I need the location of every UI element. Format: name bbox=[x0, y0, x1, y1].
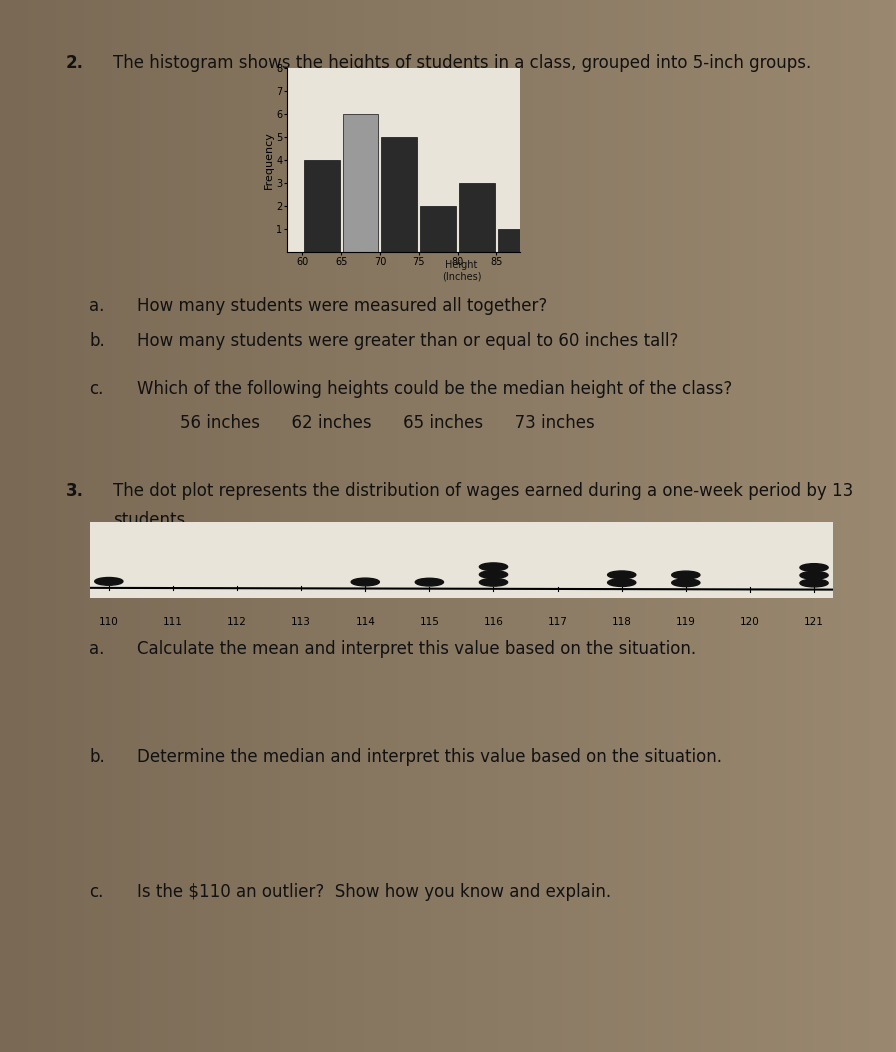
Text: Which of the following heights could be the median height of the class?: Which of the following heights could be … bbox=[136, 380, 732, 399]
Bar bbox=[459, 183, 495, 252]
Text: 56 inches      62 inches      65 inches      73 inches: 56 inches 62 inches 65 inches 73 inches bbox=[180, 413, 595, 432]
Text: Determine the median and interpret this value based on the situation.: Determine the median and interpret this … bbox=[136, 748, 721, 766]
Text: 2.: 2. bbox=[65, 54, 83, 72]
Circle shape bbox=[415, 579, 444, 586]
Text: 3.: 3. bbox=[65, 482, 83, 501]
Text: b.: b. bbox=[90, 748, 105, 766]
Circle shape bbox=[672, 571, 700, 579]
Circle shape bbox=[800, 571, 828, 580]
Circle shape bbox=[800, 564, 828, 571]
Text: a.: a. bbox=[90, 297, 105, 315]
Circle shape bbox=[479, 579, 508, 586]
Bar bbox=[420, 206, 456, 252]
Circle shape bbox=[800, 580, 828, 587]
Text: b.: b. bbox=[90, 332, 105, 350]
Circle shape bbox=[479, 570, 508, 579]
Bar bbox=[382, 138, 418, 252]
Circle shape bbox=[351, 579, 379, 586]
Text: c.: c. bbox=[90, 884, 104, 902]
Text: c.: c. bbox=[90, 380, 104, 399]
Circle shape bbox=[95, 578, 123, 585]
Circle shape bbox=[607, 571, 636, 579]
Circle shape bbox=[607, 579, 636, 586]
Text: Height
(Inches): Height (Inches) bbox=[442, 260, 481, 282]
Bar bbox=[498, 229, 534, 252]
Bar bbox=[342, 115, 378, 252]
Text: How many students were greater than or equal to 60 inches tall?: How many students were greater than or e… bbox=[136, 332, 678, 350]
Text: students.: students. bbox=[113, 511, 190, 529]
Text: a.: a. bbox=[90, 641, 105, 659]
Text: Calculate the mean and interpret this value based on the situation.: Calculate the mean and interpret this va… bbox=[136, 641, 695, 659]
Circle shape bbox=[479, 563, 508, 570]
Text: Is the $110 an outlier?  Show how you know and explain.: Is the $110 an outlier? Show how you kno… bbox=[136, 884, 611, 902]
Text: The dot plot represents the distribution of wages earned during a one-week perio: The dot plot represents the distribution… bbox=[113, 482, 853, 501]
Y-axis label: Frequency: Frequency bbox=[263, 132, 273, 189]
Bar bbox=[304, 161, 340, 252]
Circle shape bbox=[672, 579, 700, 587]
Text: The histogram shows the heights of students in a class, grouped into 5-inch grou: The histogram shows the heights of stude… bbox=[113, 54, 811, 72]
Text: How many students were measured all together?: How many students were measured all toge… bbox=[136, 297, 547, 315]
